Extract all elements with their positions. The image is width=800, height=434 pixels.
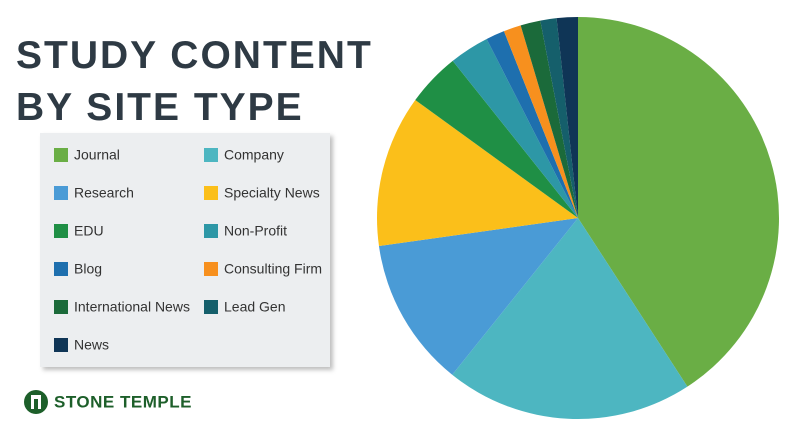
pie-slice [415,60,578,218]
legend-label: Non-Profit [224,223,287,239]
legend-label: News [74,337,109,353]
legend-label: Journal [74,147,120,163]
legend-label: EDU [74,223,104,239]
pie-slice [540,18,578,219]
legend-swatch [204,186,218,200]
legend-swatch [204,224,218,238]
legend-swatch [54,224,68,238]
pie-slice [377,100,578,247]
legend-label: Consulting Firm [224,261,322,277]
legend-swatch [54,338,68,352]
legend-swatch [54,186,68,200]
pie-slice [378,218,578,375]
legend-label: Specialty News [224,185,320,201]
legend-swatch [54,148,68,162]
chart-title: STUDY CONTENT BY SITE TYPE [16,34,373,129]
pie-slice [486,31,578,218]
logo: STONE TEMPLE [24,390,192,414]
legend-swatch [54,300,68,314]
legend-swatch [204,262,218,276]
pie-slice [556,17,578,218]
legend-box [40,133,330,367]
pie-slice [503,25,578,219]
legend-label: Research [74,185,134,201]
legend-label: Lead Gen [224,299,286,315]
legend-label: Blog [74,261,102,277]
pie-slice [520,20,578,219]
legend-swatch [54,262,68,276]
legend-swatch [204,300,218,314]
pie-slice [452,218,688,419]
legend-swatch [204,148,218,162]
logo-icon [34,399,38,409]
pie-slice [578,17,780,387]
legend-label: Company [224,147,284,163]
legend-label: International News [74,299,190,315]
logo-text: STONE TEMPLE [54,392,192,411]
pie-slice [452,38,578,219]
